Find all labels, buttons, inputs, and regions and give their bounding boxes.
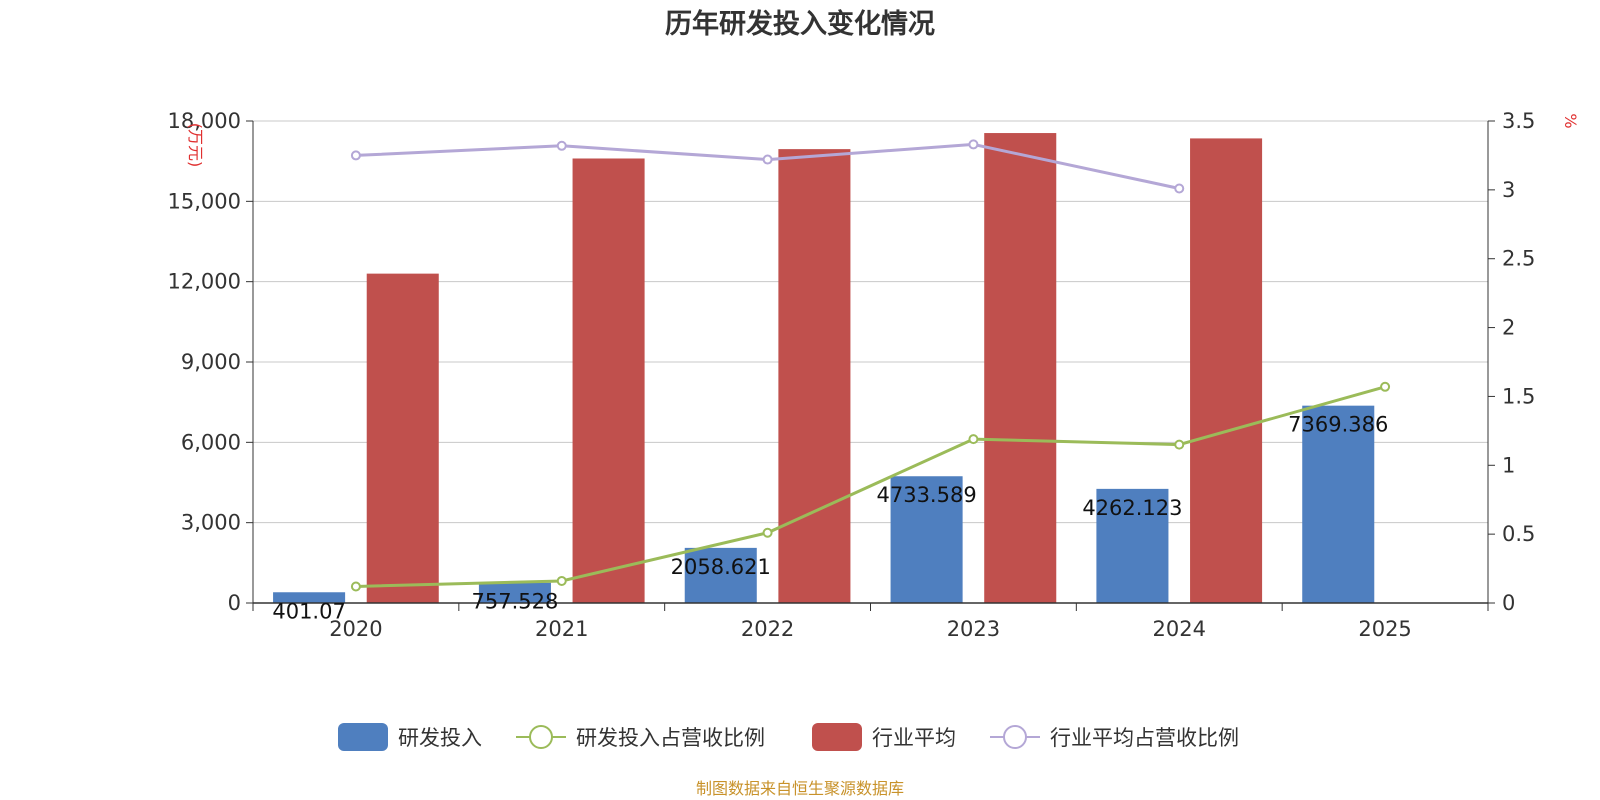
right-axis-tick-label: 2 [1502,316,1515,340]
bar-rd-investment [890,476,963,603]
left-axis-tick-label: 6,000 [181,430,241,454]
right-axis-tick-label: 3 [1502,178,1515,202]
bar-rd-investment [273,592,346,603]
data-label: 4262.123 [1082,496,1182,520]
point-industry-ratio [350,150,361,161]
point-rd-ratio [1174,439,1185,450]
legend-item-rd-investment[interactable]: 研发投入 [338,723,482,751]
x-axis-tick-label: 2022 [741,617,794,641]
point-rd-ratio [762,527,773,538]
x-axis-tick-label: 2021 [535,617,588,641]
point-rd-ratio [350,581,361,592]
left-axis-tick-label: 15,000 [168,189,241,213]
right-axis-tick-label: 0.5 [1502,522,1535,546]
legend-label-industry-ratio: 行业平均占营收比例 [1050,726,1239,750]
point-industry-ratio [968,139,979,150]
right-axis-tick-label: 1.5 [1502,384,1535,408]
right-axis-tick-label: 3.5 [1502,109,1535,133]
bar-industry-avg [984,133,1057,604]
left-axis-unit: (万元) [186,123,205,168]
legend-swatch-rd-investment [338,723,388,751]
legend-item-rd-ratio[interactable]: 研发投入占营收比例 [516,725,765,750]
axes: 0 3,000 6,000 9,000 12,000 15,000 18,000 0 0.5 1 1… [168,109,1536,641]
legend-item-industry-avg[interactable]: 行业平均 [812,723,956,751]
legend-swatch-industry-avg [812,723,862,751]
point-rd-ratio [556,575,567,586]
point-rd-ratio [968,434,979,445]
right-axis-unit: % [1561,113,1580,128]
lines [350,139,1391,592]
chart-title: 历年研发投入变化情况 [665,8,935,40]
x-axis-tick-label: 2025 [1358,617,1411,641]
bar-industry-avg [572,158,645,603]
left-axis-tick-label: 18,000 [168,109,241,133]
legend[interactable]: 研发投入 研发投入占营收比例 行业平均 行业平均占营收比例 [338,723,1239,751]
bar-rd-investment [478,582,551,603]
legend-label-rd-ratio: 研发投入占营收比例 [576,726,765,750]
bar-industry-avg [366,273,439,603]
legend-label-rd-investment: 研发投入 [398,726,482,750]
data-labels: 401.07 757.528 2058.621 4733.589 4262.123 736… [272,413,1388,624]
x-axis-tick-label: 2020 [329,617,382,641]
bar-rd-investment [1302,405,1375,603]
bar-rd-investment [684,547,757,603]
left-axis-tick-label: 3,000 [181,511,241,535]
data-label: 401.07 [272,599,345,623]
x-axis-tick-label: 2023 [947,617,1000,641]
x-axis-tick-label: 2024 [1153,617,1206,641]
bar-industry-avg [1190,138,1263,603]
data-label: 2058.621 [671,555,771,579]
left-axis-tick-label: 12,000 [168,270,241,294]
right-axis-tick-label: 1 [1502,453,1515,477]
right-axis-tick-label: 0 [1502,591,1515,615]
legend-label-industry-avg: 行业平均 [872,726,956,750]
legend-marker-rd-ratio [529,725,553,749]
data-label: 7369.386 [1288,413,1388,437]
right-axis-tick-label: 2.5 [1502,247,1535,271]
left-axis-tick-label: 0 [228,591,241,615]
gridlines [253,120,1488,524]
legend-item-industry-ratio[interactable]: 行业平均占营收比例 [990,725,1239,750]
point-industry-ratio [762,154,773,165]
bar-rd-investment [1096,488,1169,603]
left-axis-tick-label: 9,000 [181,350,241,374]
bars [273,133,1375,604]
point-industry-ratio [556,140,567,151]
data-source: 制图数据来自恒生聚源数据库 [696,779,904,798]
data-label: 4733.589 [876,483,976,507]
bar-industry-avg [778,149,851,603]
point-rd-ratio [1380,381,1391,392]
legend-marker-industry-ratio [1003,725,1027,749]
point-industry-ratio [1174,183,1185,194]
line-rd-ratio [355,385,1386,588]
data-label: 757.528 [472,590,559,614]
